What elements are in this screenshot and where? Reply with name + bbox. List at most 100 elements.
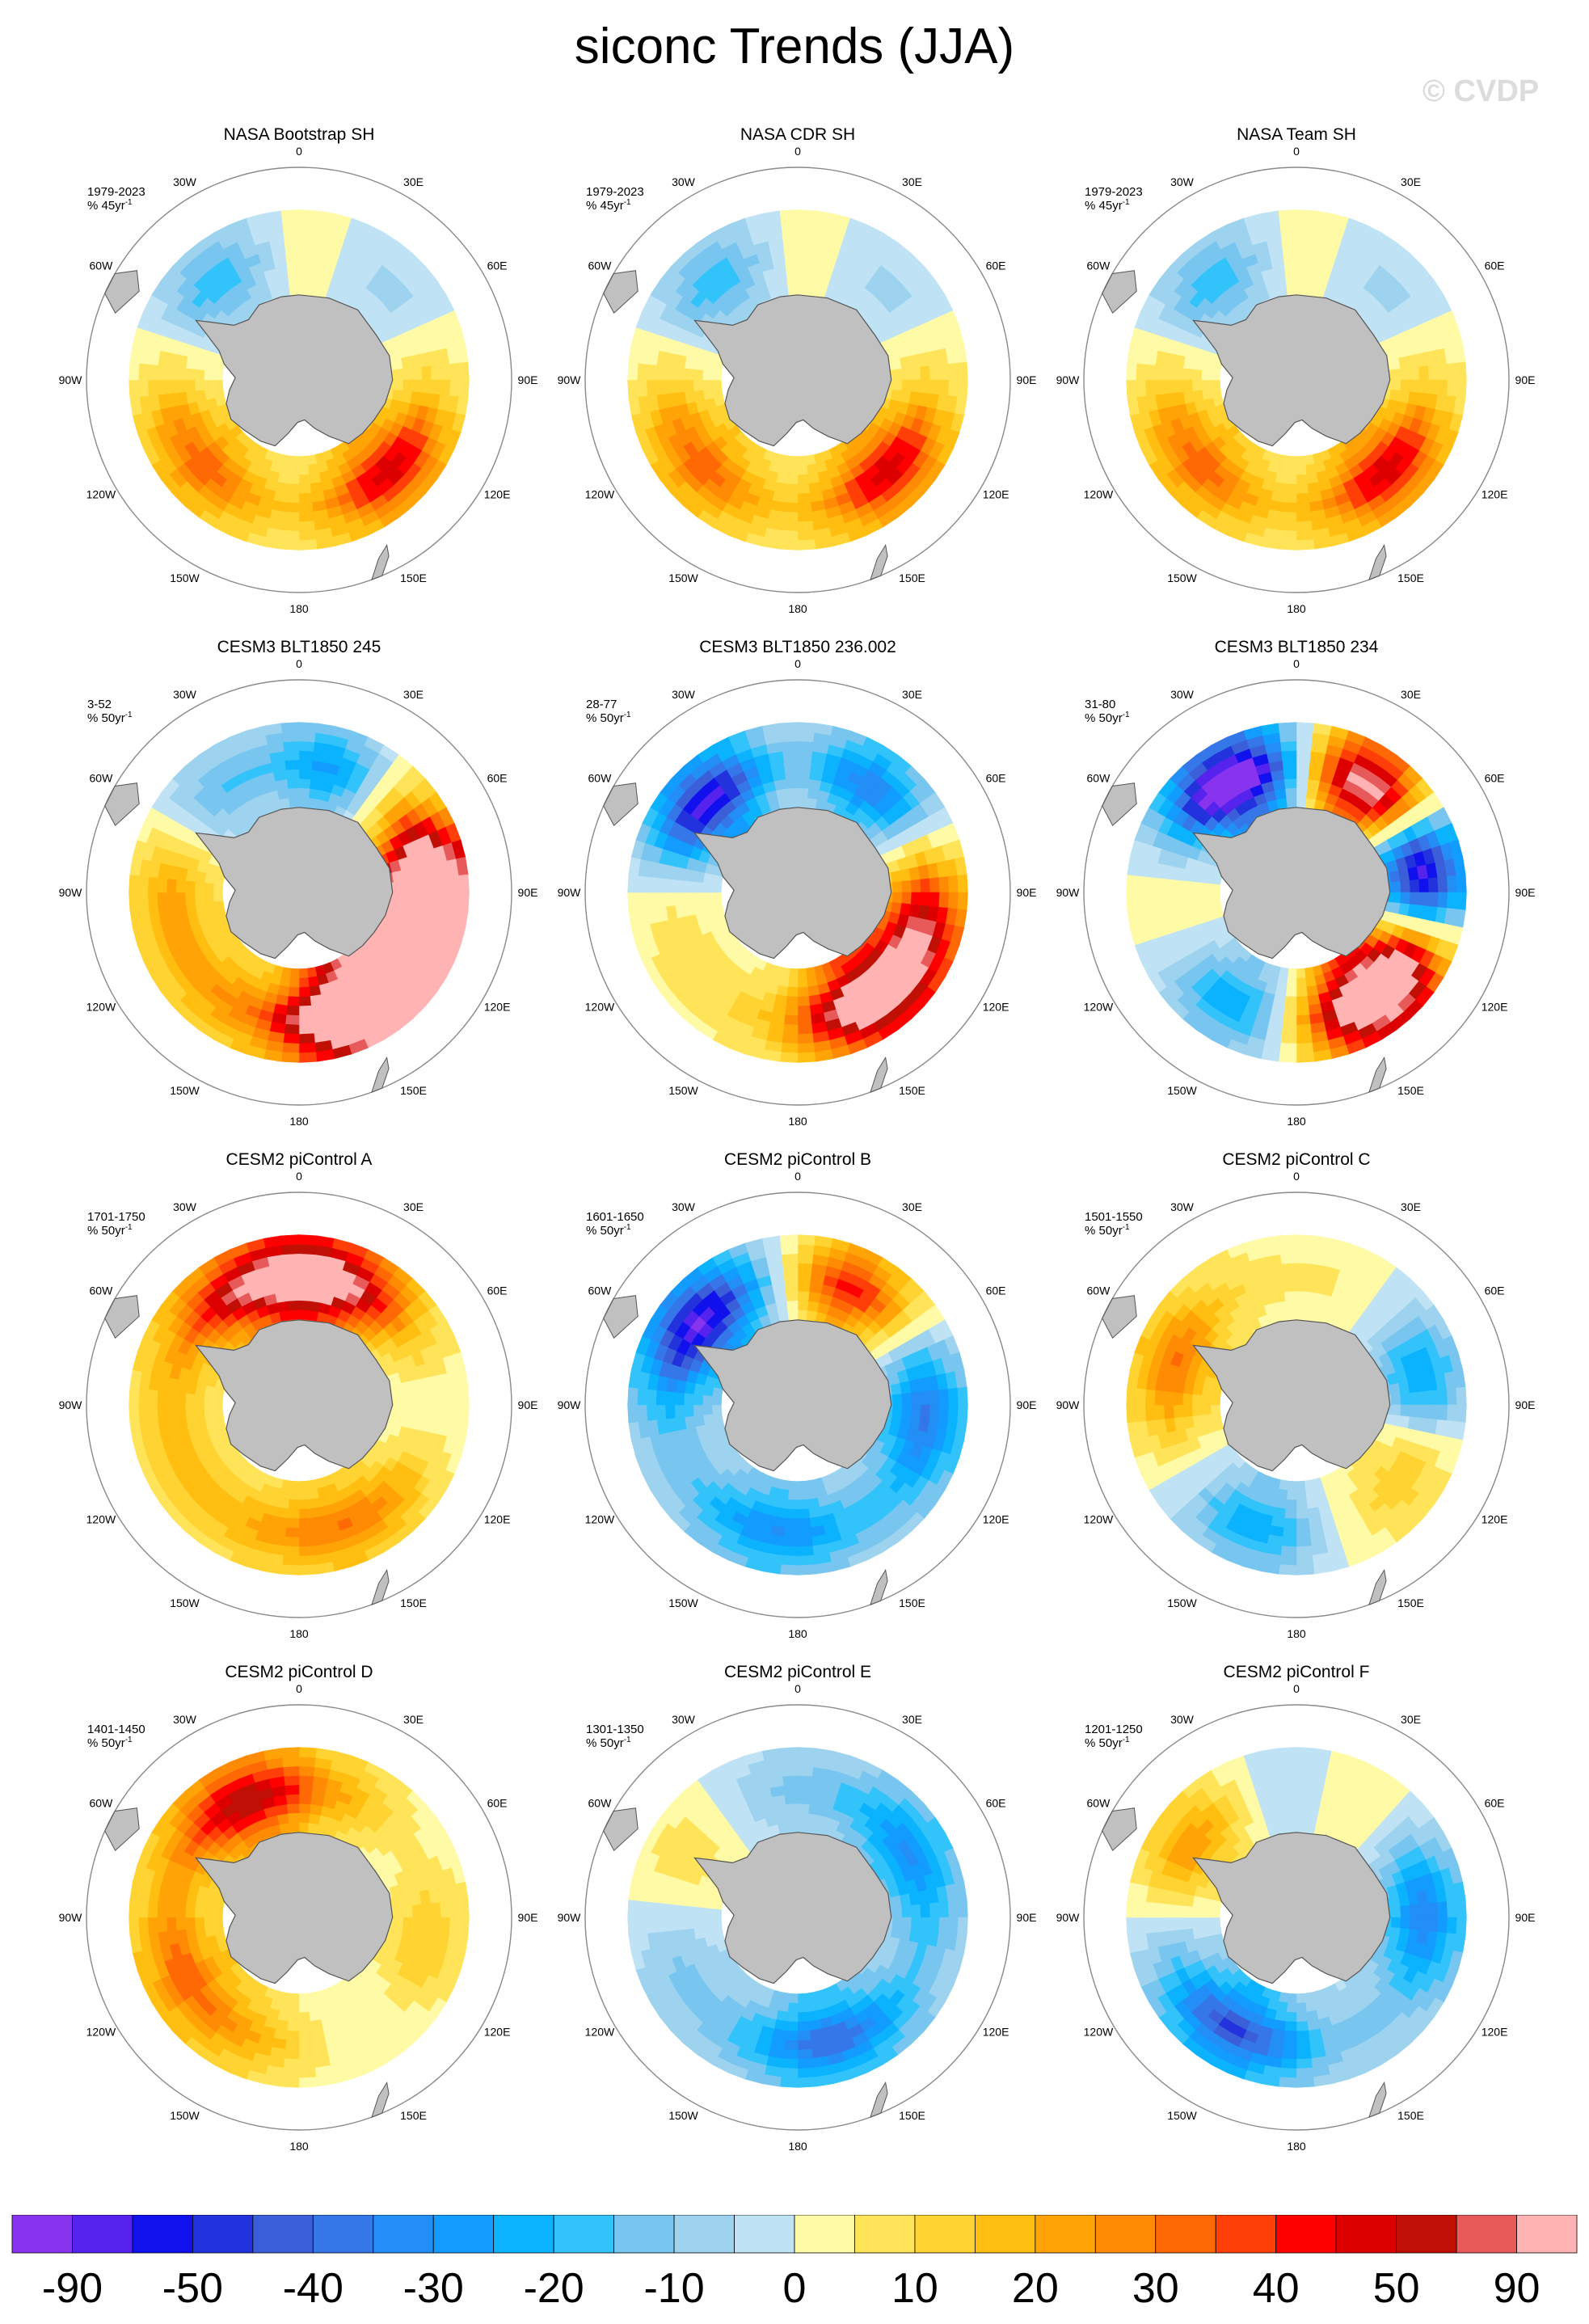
- trend-cell: [203, 369, 214, 381]
- trend-cell: [1296, 968, 1306, 979]
- trend-cell: [194, 892, 205, 904]
- trend-cell: [1173, 366, 1184, 381]
- longitude-label: 150E: [400, 572, 427, 584]
- trend-cell: [137, 1404, 150, 1423]
- trend-cell: [938, 379, 950, 396]
- trend-cell: [778, 797, 790, 809]
- trend-cell: [166, 365, 177, 381]
- trend-cell: [797, 778, 811, 789]
- trend-cell: [129, 1386, 140, 1406]
- trend-cell: [285, 502, 300, 513]
- trend-cell: [1296, 749, 1312, 761]
- trend-cell: [947, 362, 959, 381]
- trend-cell: [1390, 881, 1401, 893]
- trend-cell: [298, 474, 310, 485]
- trend-cell: [891, 892, 903, 904]
- trend-cell: [403, 1392, 414, 1406]
- trend-cell: [797, 1309, 808, 1320]
- trend-cell: [711, 387, 723, 399]
- trend-cell: [797, 474, 809, 485]
- trend-cell: [797, 1554, 816, 1567]
- longitude-label: 60E: [1485, 259, 1505, 272]
- trend-cell: [298, 749, 314, 761]
- longitude-label: 0: [794, 657, 801, 670]
- trend-cell: [1409, 379, 1420, 394]
- trend-cell: [1427, 877, 1439, 893]
- longitude-label: 60W: [90, 772, 114, 785]
- trend-cell: [655, 1390, 667, 1406]
- trend-cell: [430, 1404, 442, 1420]
- trend-cell: [797, 1490, 808, 1501]
- longitude-label: 90W: [1056, 373, 1081, 386]
- trend-cell: [1280, 740, 1297, 752]
- trend-cell: [797, 740, 814, 752]
- trend-cell: [421, 379, 432, 394]
- trend-cell: [797, 1536, 813, 1547]
- trend-cell: [664, 892, 676, 907]
- trend-cell: [1446, 379, 1458, 398]
- trend-cell: [1286, 284, 1297, 295]
- longitude-label: 0: [296, 657, 302, 670]
- longitude-label: 0: [794, 145, 801, 158]
- trend-cell: [711, 883, 723, 893]
- trend-cell: [797, 218, 816, 230]
- trend-cell: [655, 379, 667, 395]
- trend-cell: [778, 1310, 790, 1322]
- trend-cell: [175, 892, 187, 906]
- panel-units: % 50yr-1: [1085, 711, 1130, 725]
- trend-cell: [901, 367, 913, 381]
- trend-cell: [1296, 740, 1313, 752]
- trend-cell: [458, 1386, 470, 1406]
- longitude-label: 30W: [173, 688, 197, 701]
- trend-cell: [298, 986, 310, 998]
- trend-cell: [280, 209, 300, 221]
- trend-cell: [280, 1234, 300, 1246]
- trend-cell: [711, 1404, 723, 1415]
- trend-cell: [298, 237, 314, 249]
- trend-cell: [910, 892, 921, 906]
- trend-cell: [1283, 256, 1297, 268]
- trend-cell: [797, 749, 813, 761]
- trend-cell: [1276, 285, 1288, 297]
- trend-cell: [779, 539, 799, 550]
- trend-cell: [1283, 778, 1297, 789]
- trend-cell: [782, 1546, 799, 1557]
- trend-cell: [449, 892, 461, 910]
- trend-cell: [1296, 465, 1307, 476]
- panel-title: CESM3 BLT1850 234: [1215, 638, 1379, 656]
- longitude-label: 120E: [983, 1001, 1009, 1014]
- panel-title: NASA Bootstrap SH: [224, 125, 375, 144]
- trend-cell: [403, 892, 414, 905]
- longitude-label: 150W: [668, 1084, 698, 1097]
- longitude-label: 30W: [1170, 175, 1195, 188]
- trend-cell: [782, 237, 799, 249]
- trend-cell: [298, 778, 312, 789]
- trend-cell: [797, 455, 807, 466]
- trend-cell: [156, 1390, 168, 1406]
- trend-cell: [298, 796, 310, 808]
- trend-cell: [411, 892, 423, 906]
- trend-cell: [288, 275, 300, 286]
- longitude-label: 150E: [400, 1596, 427, 1609]
- trend-cell: [298, 1564, 318, 1575]
- longitude-label: 120W: [585, 488, 615, 501]
- trend-cell: [957, 379, 968, 399]
- trend-cell: [957, 361, 968, 381]
- trend-cell: [1182, 367, 1193, 381]
- trend-cell: [693, 369, 704, 381]
- panel-title: CESM3 BLT1850 236.002: [699, 638, 896, 656]
- trend-cell: [797, 1272, 812, 1283]
- trend-cell: [147, 892, 158, 909]
- trend-cell: [204, 388, 216, 400]
- trend-cell: [1390, 892, 1401, 904]
- trend-cell: [298, 1234, 318, 1246]
- trend-cell: [288, 1300, 300, 1311]
- trend-cell: [1296, 1052, 1315, 1063]
- trend-cell: [797, 1546, 814, 1557]
- trend-cell: [1400, 367, 1411, 381]
- trend-cell: [286, 483, 300, 495]
- trend-cell: [786, 986, 799, 998]
- trend-cell: [1282, 1014, 1297, 1026]
